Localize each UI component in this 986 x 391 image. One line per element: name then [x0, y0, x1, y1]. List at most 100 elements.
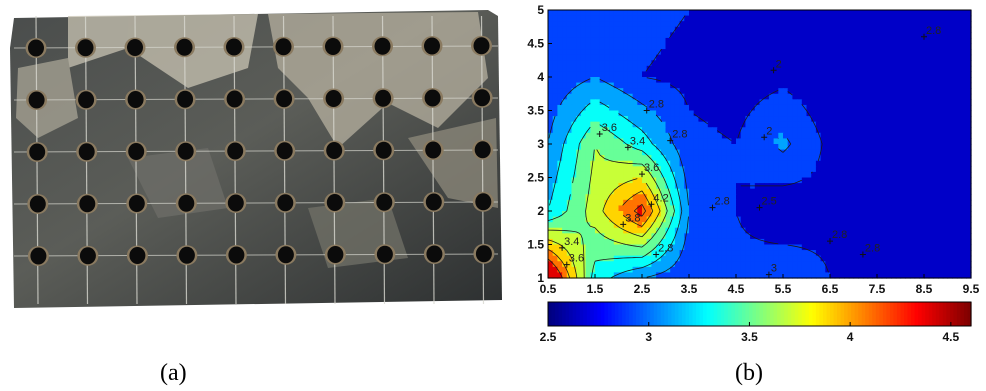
- contour-cell: [895, 54, 902, 61]
- contour-cell: [768, 238, 775, 246]
- contour-cell: [792, 171, 798, 179]
- contour-cell: [627, 199, 634, 207]
- contour-cell: [689, 149, 695, 156]
- contour-cell: [844, 233, 850, 240]
- y-tick-label: 2: [537, 204, 544, 218]
- contour-cell: [886, 166, 892, 173]
- contour-cell: [877, 65, 883, 73]
- drill-hole: [78, 143, 95, 161]
- contour-cell: [947, 272, 953, 279]
- contour-cell: [872, 166, 878, 173]
- contour-cell: [721, 227, 728, 234]
- contour-cell: [656, 32, 662, 39]
- contour-cell: [731, 211, 737, 218]
- contour-cell: [952, 166, 958, 173]
- contour-cell: [585, 93, 591, 100]
- contour-cell: [754, 199, 761, 207]
- contour-cell: [562, 233, 568, 240]
- contour-cell: [698, 188, 704, 195]
- contour-cell: [942, 261, 949, 268]
- contour-cell: [773, 132, 779, 140]
- contour-cell: [867, 82, 873, 89]
- contour-cell: [895, 205, 902, 212]
- contour-cell: [768, 194, 775, 201]
- contour-cell: [703, 15, 709, 22]
- contour-cell: [952, 188, 958, 195]
- contour-cell: [905, 21, 911, 28]
- contour-cell: [595, 104, 601, 112]
- contour-cell: [679, 93, 685, 100]
- contour-cell: [576, 155, 582, 162]
- contour-cell: [656, 160, 662, 167]
- contour-cell: [778, 227, 784, 234]
- contour-cell: [952, 121, 958, 128]
- contour-cell: [557, 250, 563, 257]
- contour-cell: [651, 65, 657, 73]
- contour-cell: [618, 116, 624, 123]
- contour-cell: [754, 138, 761, 145]
- contour-cell: [792, 183, 798, 190]
- contour-cell: [787, 88, 793, 95]
- contour-cell: [609, 194, 615, 201]
- contour-cell: [595, 216, 601, 223]
- contour-cell: [830, 65, 836, 73]
- contour-cell: [759, 272, 765, 279]
- contour-cell: [933, 211, 939, 218]
- contour-cell: [768, 261, 775, 268]
- contour-cell: [642, 199, 648, 207]
- contour-cell: [844, 138, 850, 145]
- contour-cell: [839, 127, 845, 134]
- contour-cell: [891, 261, 897, 268]
- contour-cell: [665, 266, 671, 274]
- contour-cell: [698, 132, 704, 140]
- contour-cell: [623, 194, 629, 201]
- contour-cell: [764, 188, 770, 195]
- contour-cell: [726, 261, 732, 268]
- contour-cell: [712, 32, 718, 39]
- contour-cell: [759, 171, 765, 179]
- contour-cell: [646, 166, 652, 173]
- contour-cell: [881, 216, 887, 223]
- contour-cell: [966, 144, 972, 151]
- contour-cell: [548, 227, 554, 234]
- contour-cell: [604, 160, 610, 167]
- contour-cell: [928, 233, 934, 240]
- contour-cell: [811, 183, 817, 190]
- contour-cell: [961, 21, 967, 28]
- contour-cell: [820, 71, 826, 78]
- contour-cell: [576, 37, 582, 45]
- contour-cell: [712, 183, 718, 190]
- contour-cell: [604, 26, 610, 33]
- contour-cell: [764, 227, 770, 234]
- contour-cell: [783, 261, 789, 268]
- contour-cell: [787, 171, 793, 179]
- contour-cell: [933, 32, 939, 39]
- contour-cell: [919, 222, 925, 229]
- contour-cell: [726, 138, 732, 145]
- contour-cell: [820, 144, 826, 151]
- contour-cell: [707, 171, 714, 179]
- contour-cell: [834, 26, 840, 33]
- contour-cell: [656, 155, 662, 162]
- contour-cell: [609, 32, 615, 39]
- contour-cell: [642, 71, 648, 78]
- contour-cell: [707, 160, 714, 167]
- contour-cell: [801, 88, 808, 95]
- contour-cell: [909, 171, 916, 179]
- contour-cell: [877, 132, 883, 140]
- contour-cell: [689, 43, 695, 50]
- contour-cell: [576, 194, 582, 201]
- contour-cell: [646, 65, 652, 73]
- contour-cell: [585, 60, 591, 67]
- contour-cell: [952, 127, 958, 134]
- contour-cell: [844, 177, 850, 184]
- contour-cell: [966, 166, 972, 173]
- contour-cell: [689, 138, 695, 145]
- contour-cell: [726, 116, 732, 123]
- contour-cell: [853, 15, 859, 22]
- contour-cell: [660, 110, 667, 117]
- contour-cell: [689, 205, 695, 212]
- contour-cell: [872, 138, 878, 145]
- contour-cell: [609, 177, 615, 184]
- contour-cell: [670, 49, 676, 56]
